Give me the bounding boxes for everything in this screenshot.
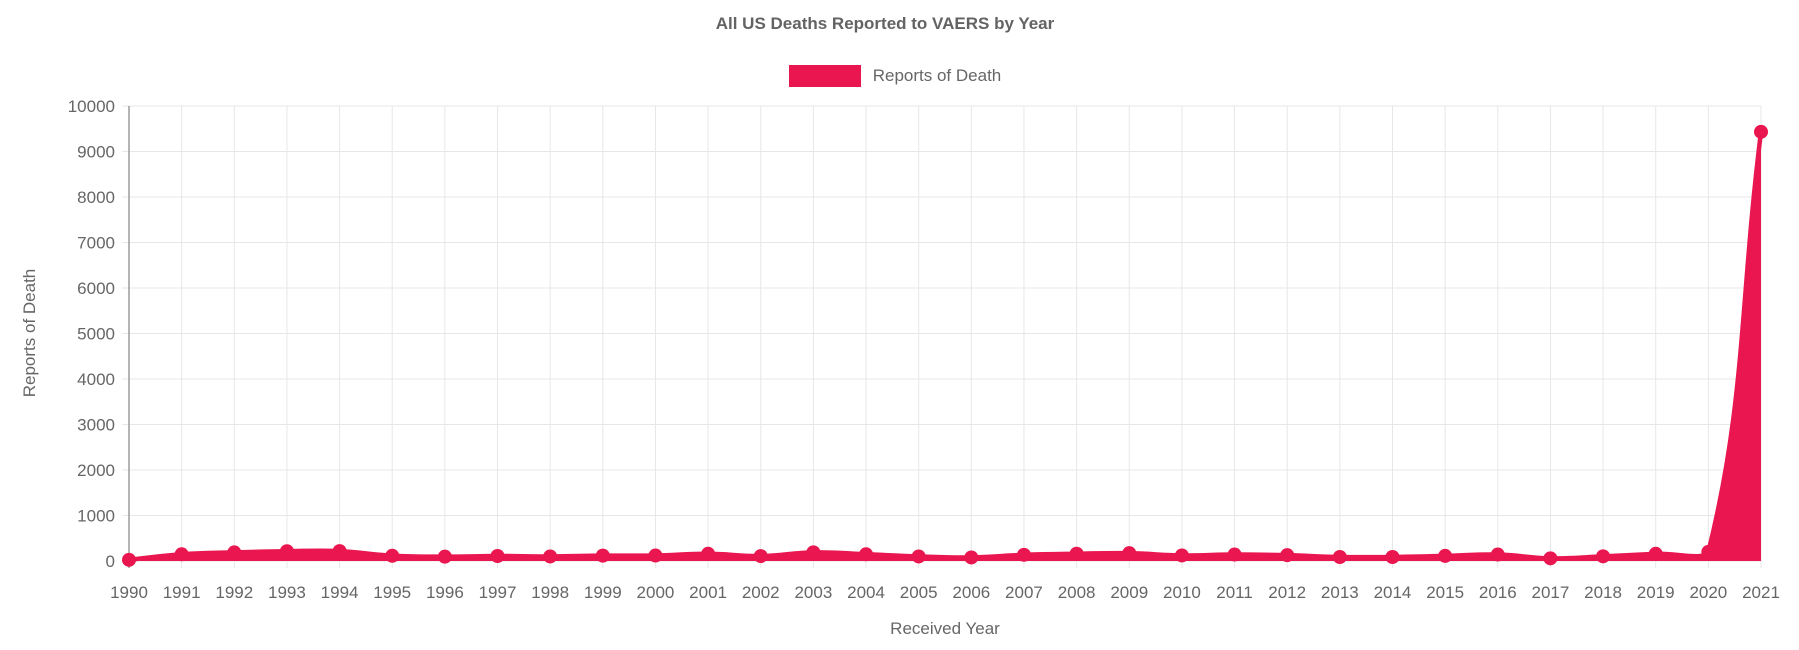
data-point-2017[interactable] <box>1543 551 1558 566</box>
data-point-1990[interactable] <box>122 552 136 567</box>
x-tick-label: 1998 <box>531 583 569 602</box>
y-tick-label: 6000 <box>77 279 115 298</box>
data-point-2007[interactable] <box>1016 547 1031 562</box>
x-tick-label: 2017 <box>1532 583 1570 602</box>
data-point-2003[interactable] <box>806 545 821 560</box>
y-tick-label: 7000 <box>77 234 115 253</box>
x-tick-label: 2008 <box>1058 583 1096 602</box>
legend-swatch <box>788 65 861 87</box>
x-tick-label: 2021 <box>1742 583 1780 602</box>
area-series-reports-of-death <box>129 131 1761 561</box>
data-point-2015[interactable] <box>1438 548 1453 563</box>
data-point-2014[interactable] <box>1385 549 1400 564</box>
data-point-1998[interactable] <box>543 549 558 564</box>
data-point-2001[interactable] <box>701 546 716 561</box>
data-point-2002[interactable] <box>753 549 768 564</box>
data-point-2021[interactable] <box>1754 124 1768 139</box>
line-series-reports-of-death <box>126 129 1764 563</box>
x-tick-label: 1996 <box>426 583 464 602</box>
x-tick-label: 1993 <box>268 583 306 602</box>
x-tick-label: 1990 <box>110 583 148 602</box>
x-axis-title: Received Year <box>890 619 1000 638</box>
x-tick-label: 1994 <box>321 583 359 602</box>
y-tick-label: 9000 <box>77 143 115 162</box>
y-tick-label: 2000 <box>77 461 115 480</box>
data-point-2011[interactable] <box>1227 547 1242 562</box>
x-tick-label: 2013 <box>1321 583 1359 602</box>
x-tick-label: 1991 <box>163 583 201 602</box>
data-point-2004[interactable] <box>859 547 874 562</box>
x-tick-label: 1992 <box>215 583 253 602</box>
x-tick-label: 1995 <box>373 583 411 602</box>
data-point-1994[interactable] <box>332 544 347 559</box>
data-point-1992[interactable] <box>227 545 242 560</box>
x-tick-label: 2006 <box>952 583 990 602</box>
y-tick-label: 10000 <box>68 97 115 116</box>
data-point-2000[interactable] <box>648 548 663 563</box>
chart-title: All US Deaths Reported to VAERS by Year <box>715 14 1055 33</box>
y-tick-label: 4000 <box>77 370 115 389</box>
x-tick-label: 2007 <box>1005 583 1043 602</box>
y-axis-title: Reports of Death <box>20 268 39 398</box>
data-point-2008[interactable] <box>1069 546 1084 561</box>
x-tick-label: 2005 <box>900 583 938 602</box>
legend: Reports of Death <box>0 65 1790 87</box>
y-tick-label: 0 <box>106 552 115 571</box>
y-tick-label: 8000 <box>77 188 115 207</box>
data-point-2019[interactable] <box>1648 546 1663 561</box>
data-point-2016[interactable] <box>1490 547 1505 562</box>
data-point-2005[interactable] <box>911 549 926 564</box>
x-tick-label: 2014 <box>1374 583 1412 602</box>
x-tick-label: 2015 <box>1426 583 1464 602</box>
data-point-2018[interactable] <box>1596 549 1611 564</box>
legend-label: Reports of Death <box>872 66 1002 85</box>
x-tick-label: 2010 <box>1163 583 1201 602</box>
x-tick-label: 2001 <box>689 583 727 602</box>
data-point-1991[interactable] <box>174 547 189 562</box>
data-point-1997[interactable] <box>490 548 505 563</box>
y-tick-label: 3000 <box>77 416 115 435</box>
x-tick-label: 1997 <box>479 583 517 602</box>
x-tick-label: 2002 <box>742 583 780 602</box>
x-tick-label: 2009 <box>1110 583 1148 602</box>
x-tick-label: 2019 <box>1637 583 1675 602</box>
x-tick-label: 2003 <box>794 583 832 602</box>
y-tick-label: 5000 <box>77 325 115 344</box>
data-point-1996[interactable] <box>437 549 452 564</box>
x-tick-label: 2000 <box>637 583 675 602</box>
data-point-2010[interactable] <box>1174 548 1189 563</box>
legend-item-reports-of-death[interactable]: Reports of Death <box>788 65 1002 87</box>
x-tick-label: 2018 <box>1584 583 1622 602</box>
x-tick-label: 1999 <box>584 583 622 602</box>
data-point-2013[interactable] <box>1332 549 1347 564</box>
data-point-2006[interactable] <box>964 550 979 565</box>
data-point-2020[interactable] <box>1701 544 1716 559</box>
x-tick-label: 2020 <box>1689 583 1727 602</box>
x-tick-label: 2016 <box>1479 583 1517 602</box>
data-point-2009[interactable] <box>1122 546 1137 561</box>
data-point-1995[interactable] <box>385 548 400 563</box>
x-tick-label: 2012 <box>1268 583 1306 602</box>
x-tick-label: 2011 <box>1216 583 1253 602</box>
data-point-1999[interactable] <box>595 548 610 563</box>
x-tick-label: 2004 <box>847 583 885 602</box>
y-tick-label: 1000 <box>77 507 115 526</box>
data-point-2012[interactable] <box>1280 548 1295 563</box>
data-point-1993[interactable] <box>279 544 294 559</box>
